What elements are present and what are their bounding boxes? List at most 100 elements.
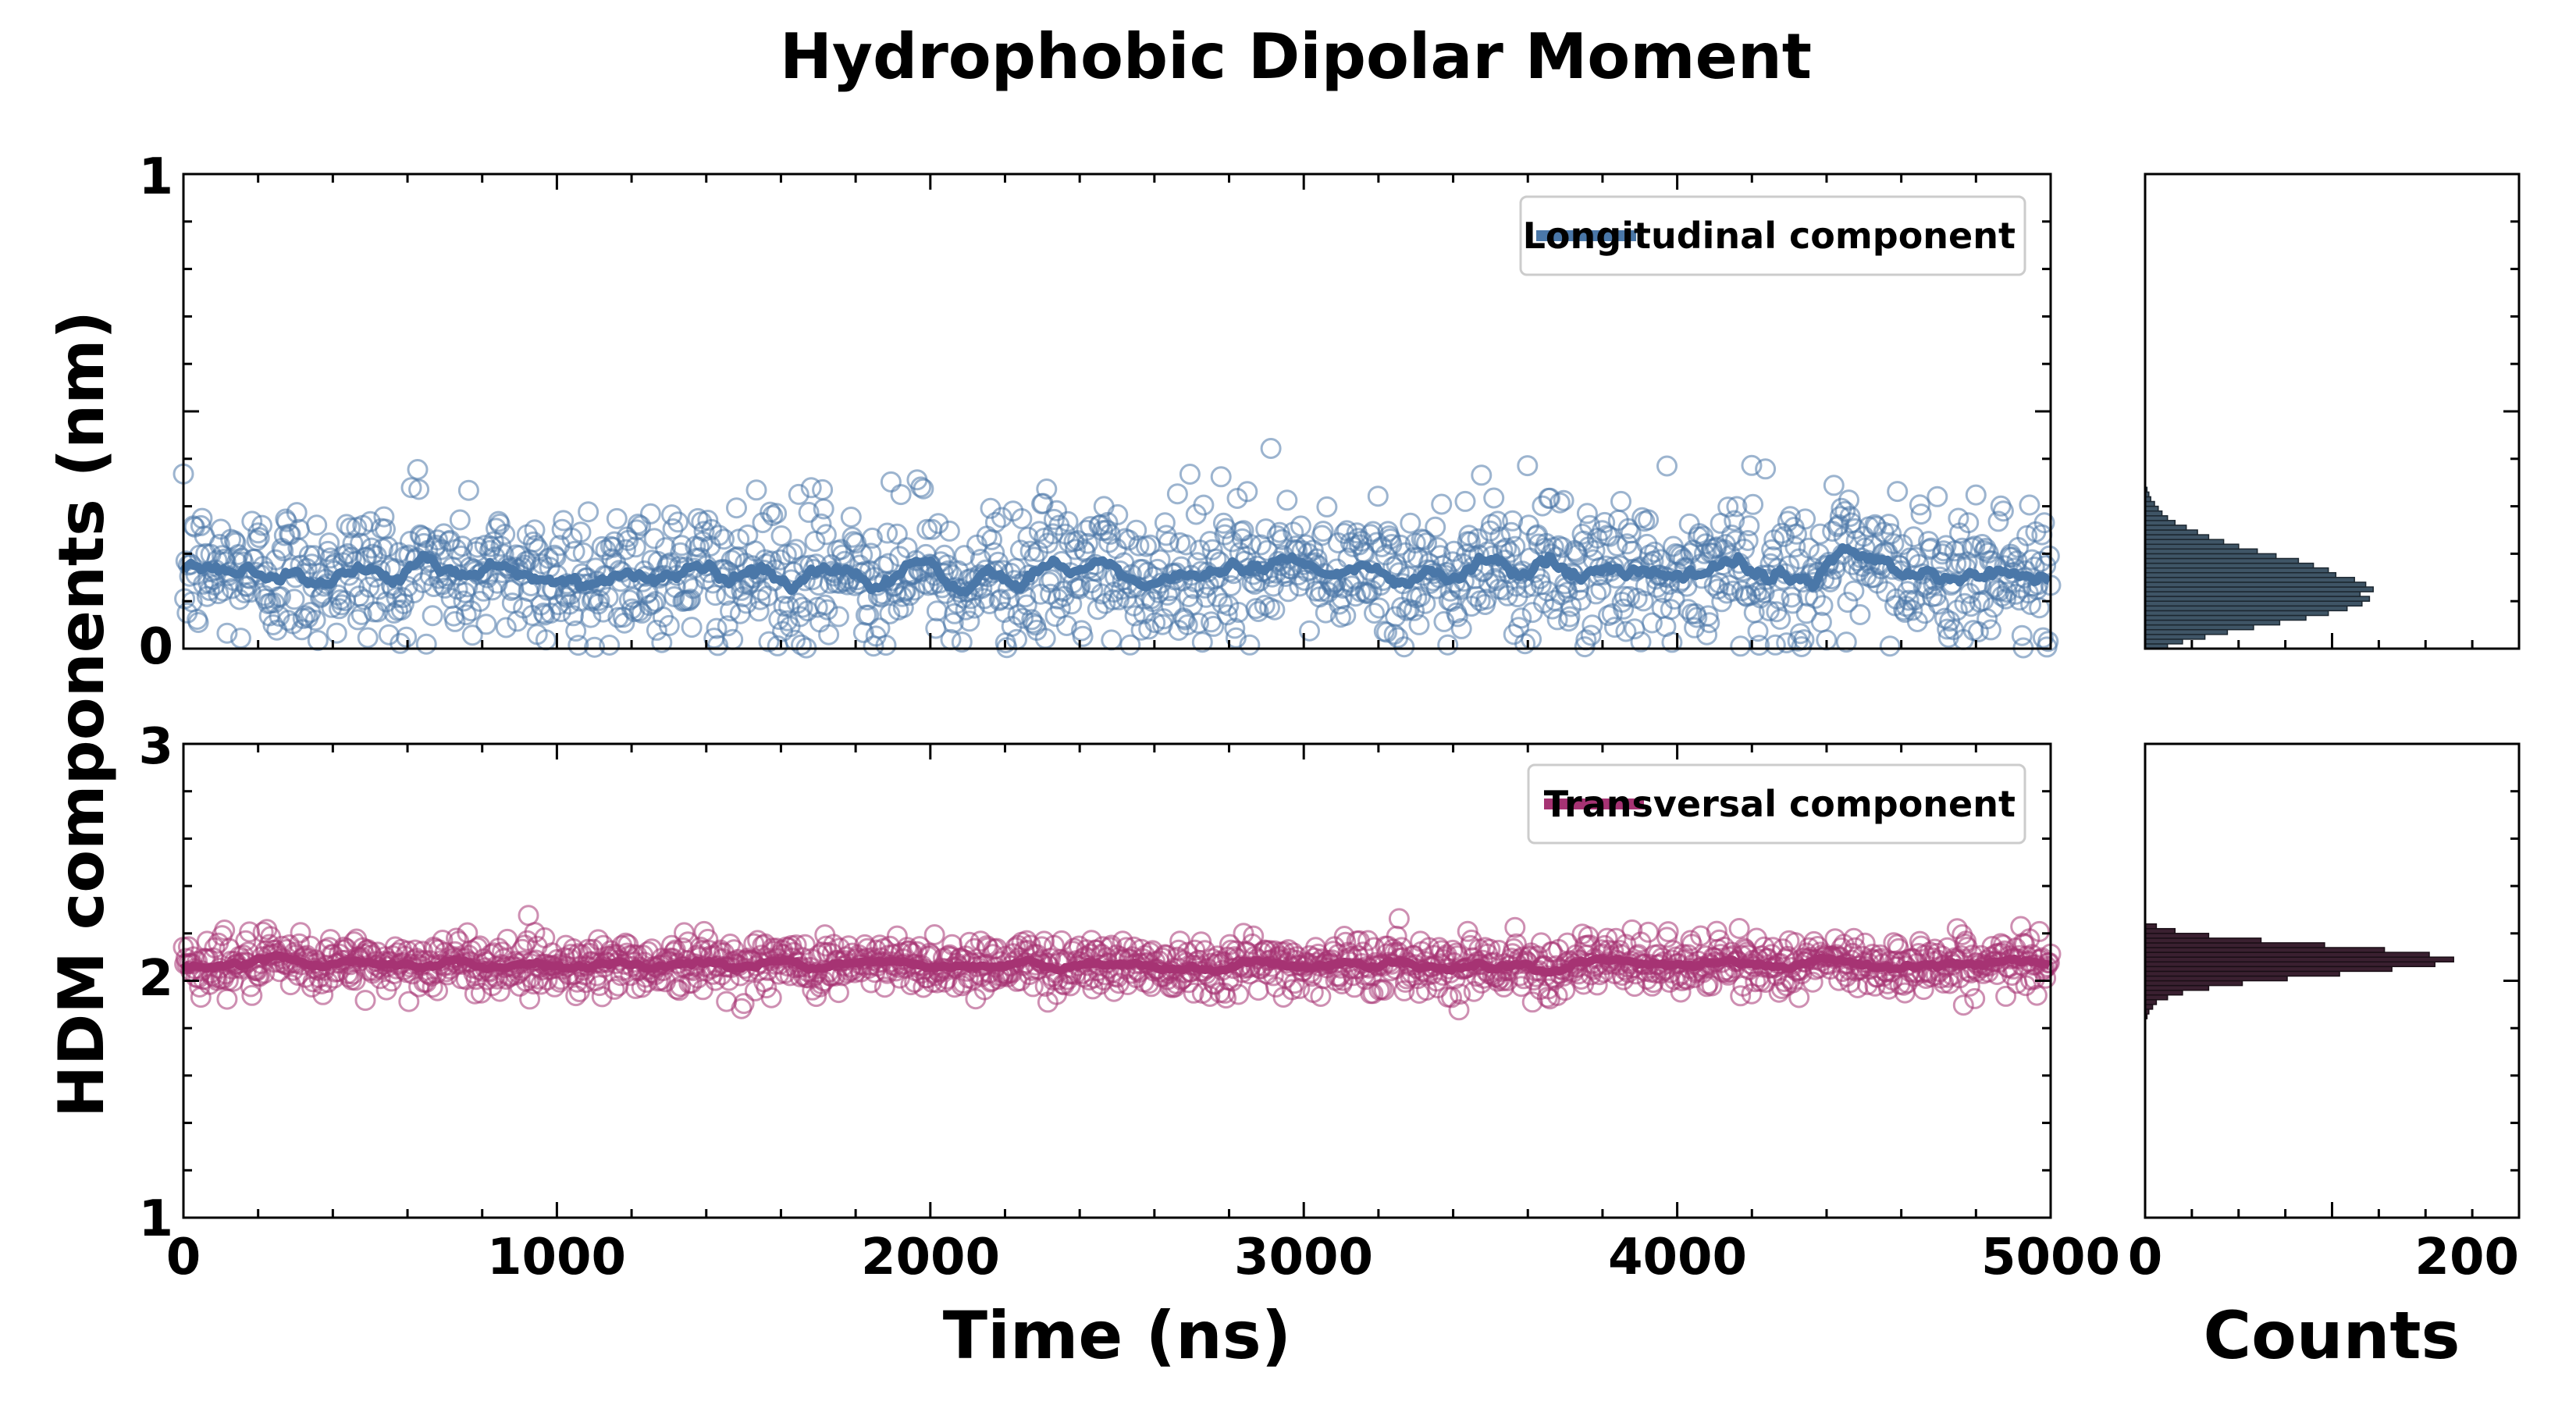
- longitudinal-hist-bar: [2144, 591, 2361, 597]
- longitudinal-hist-bar: [2144, 525, 2187, 531]
- transversal-point: [464, 983, 486, 1005]
- transversal-hist-bar: [2144, 970, 2340, 977]
- transversal-point: [519, 988, 541, 1010]
- longitudinal-point: [1809, 523, 1831, 545]
- longitudinal-point: [624, 536, 646, 558]
- longitudinal-point: [1770, 522, 1792, 544]
- longitudinal-point: [2038, 545, 2060, 567]
- transversal-hist-bar: [2144, 984, 2210, 991]
- longitudinal-point: [187, 612, 209, 633]
- longitudinal-point: [411, 572, 433, 593]
- transversal-hist-bar: [2144, 951, 2430, 958]
- longitudinal-point: [877, 522, 898, 544]
- transversal-point: [1505, 933, 1527, 955]
- longitudinal-point: [860, 542, 882, 564]
- longitudinal-point: [1946, 599, 1968, 621]
- longitudinal-point: [427, 529, 448, 551]
- longitudinal-point: [524, 519, 546, 541]
- transversal-point: [2029, 920, 2051, 942]
- transversal-point: [1924, 938, 1946, 960]
- longitudinal-hist-bar: [2144, 557, 2300, 564]
- longitudinal-point: [1107, 503, 1129, 525]
- longitudinal-point: [1879, 635, 1901, 657]
- longitudinal-point: [1191, 631, 1213, 653]
- transversal-ytick-label: 3: [138, 718, 173, 776]
- transversal-point: [1788, 987, 1810, 1008]
- longitudinal-point: [1502, 510, 1524, 532]
- longitudinal-point: [603, 531, 625, 553]
- longitudinal-point: [984, 511, 1006, 533]
- longitudinal-point: [1964, 535, 1986, 557]
- longitudinal-point: [913, 478, 934, 500]
- longitudinal-point: [1835, 631, 1857, 653]
- longitudinal-hist-bar: [2144, 628, 2229, 635]
- longitudinal-point: [1688, 523, 1710, 545]
- longitudinal-point: [1619, 585, 1641, 607]
- longitudinal-point: [1883, 533, 1905, 555]
- longitudinal-point: [1965, 484, 1987, 506]
- longitudinal-point: [1124, 605, 1146, 627]
- longitudinal-point: [307, 630, 329, 652]
- longitudinal-point: [340, 517, 361, 539]
- longitudinal-point: [281, 557, 303, 579]
- longitudinal-point: [788, 483, 809, 505]
- longitudinal-hist-bar: [2144, 520, 2176, 526]
- longitudinal-point: [1504, 535, 1526, 557]
- longitudinal-point: [697, 510, 719, 531]
- longitudinal-point: [1487, 510, 1508, 532]
- transversal-hist-bar: [2144, 961, 2435, 968]
- longitudinal-point: [373, 506, 395, 528]
- transversal-point: [432, 930, 454, 951]
- x-tick-label: 2000: [861, 1229, 1000, 1286]
- longitudinal-point: [286, 502, 308, 524]
- longitudinal-point: [1717, 496, 1739, 518]
- longitudinal-hist-bar: [2144, 577, 2355, 583]
- transversal-point: [1952, 994, 1974, 1016]
- longitudinal-point: [1837, 592, 1859, 614]
- longitudinal-hist-bar: [2144, 515, 2169, 521]
- longitudinal-point: [572, 542, 594, 564]
- longitudinal-point: [861, 527, 883, 549]
- longitudinal-hist-bar: [2144, 571, 2337, 578]
- longitudinal-point: [1849, 604, 1871, 625]
- longitudinal-point: [1012, 607, 1034, 629]
- transversal-point: [1504, 916, 1526, 938]
- longitudinal-point: [1829, 506, 1851, 528]
- longitudinal-point: [951, 631, 973, 653]
- transversal-point: [1728, 918, 1750, 939]
- longitudinal-point: [890, 484, 912, 506]
- longitudinal-point: [1610, 490, 1631, 512]
- longitudinal-point: [1471, 464, 1493, 486]
- transversal-point: [241, 984, 263, 1006]
- longitudinal-point: [553, 510, 575, 532]
- longitudinal-point: [973, 588, 995, 610]
- longitudinal-point: [892, 596, 914, 618]
- longitudinal-point: [1697, 605, 1719, 627]
- longitudinal-point: [959, 610, 980, 632]
- longitudinal-hist-bar: [2144, 614, 2307, 621]
- transversal-point: [760, 987, 782, 1008]
- longitudinal-point: [942, 612, 964, 634]
- longitudinal-point: [1910, 503, 1932, 525]
- longitudinal-point: [658, 614, 680, 636]
- longitudinal-smooth-line: [180, 542, 2051, 597]
- longitudinal-point: [1747, 621, 1769, 642]
- longitudinal-point: [1699, 612, 1720, 634]
- longitudinal-point: [1606, 535, 1628, 557]
- longitudinal-point: [1546, 609, 1568, 631]
- transversal-point: [1802, 971, 1823, 993]
- longitudinal-point: [589, 589, 610, 611]
- transversal-point: [2035, 967, 2057, 989]
- longitudinal-point: [1763, 529, 1785, 551]
- transversal-point: [565, 985, 587, 1007]
- x-tick-label: 5000: [1981, 1229, 2120, 1286]
- longitudinal-point: [1580, 624, 1602, 646]
- transversal-hist-bar: [2144, 937, 2262, 944]
- longitudinal-point: [681, 617, 703, 638]
- longitudinal-point: [1203, 615, 1225, 637]
- longitudinal-point: [1741, 454, 1763, 476]
- transversal-point: [1373, 980, 1395, 1001]
- longitudinal-point: [1210, 466, 1232, 488]
- longitudinal-point: [1898, 589, 1920, 611]
- transversal-point: [2033, 958, 2055, 980]
